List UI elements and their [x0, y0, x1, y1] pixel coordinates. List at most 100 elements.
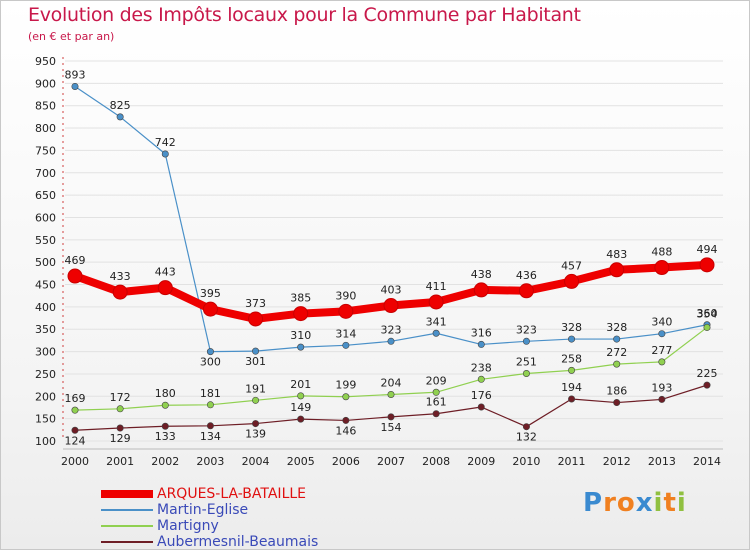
data-point [387, 337, 395, 345]
y-tick-label: 400 [35, 301, 56, 314]
data-point [252, 396, 260, 404]
data-point [342, 416, 350, 424]
legend: ARQUES-LA-BATAILLE Martin-Eglise Martign… [101, 486, 318, 550]
data-label: 360 [697, 307, 718, 320]
data-label: 277 [651, 344, 672, 357]
data-point [658, 395, 666, 403]
data-label: 385 [290, 292, 311, 305]
data-point [473, 282, 489, 298]
data-label: 139 [245, 428, 266, 441]
x-tick-label: 2012 [603, 455, 631, 468]
data-point [71, 82, 79, 90]
y-tick-label: 800 [35, 122, 56, 135]
data-point [568, 335, 576, 343]
legend-item: Martin-Eglise [101, 502, 318, 518]
data-point [477, 375, 485, 383]
data-label: 300 [200, 356, 221, 369]
data-label: 272 [606, 346, 627, 359]
chart-subtitle: (en € et par an) [28, 30, 115, 43]
data-point [342, 341, 350, 349]
y-tick-label: 650 [35, 189, 56, 202]
x-tick-label: 2006 [332, 455, 360, 468]
data-point [161, 150, 169, 158]
data-label: 443 [155, 266, 176, 279]
data-point [518, 283, 534, 299]
data-point [387, 391, 395, 399]
data-label: 354 [697, 307, 718, 320]
data-point [116, 113, 124, 121]
data-label: 124 [65, 434, 86, 447]
data-point [297, 343, 305, 351]
legend-swatch [101, 541, 153, 543]
data-label: 316 [471, 326, 492, 339]
data-point [568, 366, 576, 374]
data-point [477, 403, 485, 411]
x-tick-label: 2008 [422, 455, 450, 468]
x-tick-label: 2014 [693, 455, 721, 468]
data-label: 191 [245, 382, 266, 395]
y-tick-label: 350 [35, 323, 56, 336]
data-label: 172 [110, 391, 131, 404]
data-label: 403 [381, 284, 402, 297]
data-point [293, 306, 309, 322]
data-point [432, 329, 440, 337]
data-point [161, 422, 169, 430]
data-label: 328 [606, 321, 627, 334]
data-point [116, 405, 124, 413]
x-tick-label: 2011 [558, 455, 586, 468]
x-tick-label: 2007 [377, 455, 405, 468]
y-tick-label: 100 [35, 435, 56, 448]
data-label: 161 [426, 396, 447, 409]
y-tick-label: 450 [35, 279, 56, 292]
data-point [71, 426, 79, 434]
data-label: 893 [65, 68, 86, 81]
chart-title: Evolution des Impôts locaux pour la Comm… [28, 4, 581, 26]
logo-letter: r [603, 488, 617, 518]
x-tick-label: 2010 [512, 455, 540, 468]
x-tick-label: 2003 [196, 455, 224, 468]
legend-label: Martin-Eglise [157, 502, 249, 518]
data-label: 340 [651, 316, 672, 329]
data-point [161, 401, 169, 409]
data-point [432, 388, 440, 396]
data-label: 169 [65, 392, 86, 405]
data-label: 258 [561, 352, 582, 365]
y-tick-label: 900 [35, 77, 56, 90]
data-label: 438 [471, 268, 492, 281]
data-label: 201 [290, 378, 311, 391]
data-point [477, 340, 485, 348]
y-tick-label: 500 [35, 256, 56, 269]
data-point [297, 415, 305, 423]
data-point [613, 335, 621, 343]
x-tick-label: 2004 [242, 455, 270, 468]
data-point [342, 393, 350, 401]
data-point [387, 413, 395, 421]
data-point [609, 262, 625, 278]
logo-letter: t [663, 488, 677, 518]
data-point [658, 358, 666, 366]
data-label: 457 [561, 259, 582, 272]
data-label: 225 [697, 367, 718, 380]
data-point [703, 381, 711, 389]
data-label: 328 [561, 321, 582, 334]
data-label: 469 [65, 254, 86, 267]
data-point [202, 301, 218, 317]
data-point [248, 311, 264, 327]
data-label: 436 [516, 269, 537, 282]
x-tick-label: 2013 [648, 455, 676, 468]
data-point [568, 395, 576, 403]
data-label: 181 [200, 387, 221, 400]
data-point [297, 392, 305, 400]
data-point [613, 399, 621, 407]
legend-item: ARQUES-LA-BATAILLE [101, 486, 318, 502]
y-tick-label: 550 [35, 234, 56, 247]
logo-letter: o [616, 488, 636, 518]
data-label: 129 [110, 432, 131, 445]
y-tick-label: 950 [35, 55, 56, 68]
y-tick-label: 850 [35, 100, 56, 113]
data-point [71, 406, 79, 414]
y-tick-label: 750 [35, 144, 56, 157]
data-point [206, 348, 214, 356]
